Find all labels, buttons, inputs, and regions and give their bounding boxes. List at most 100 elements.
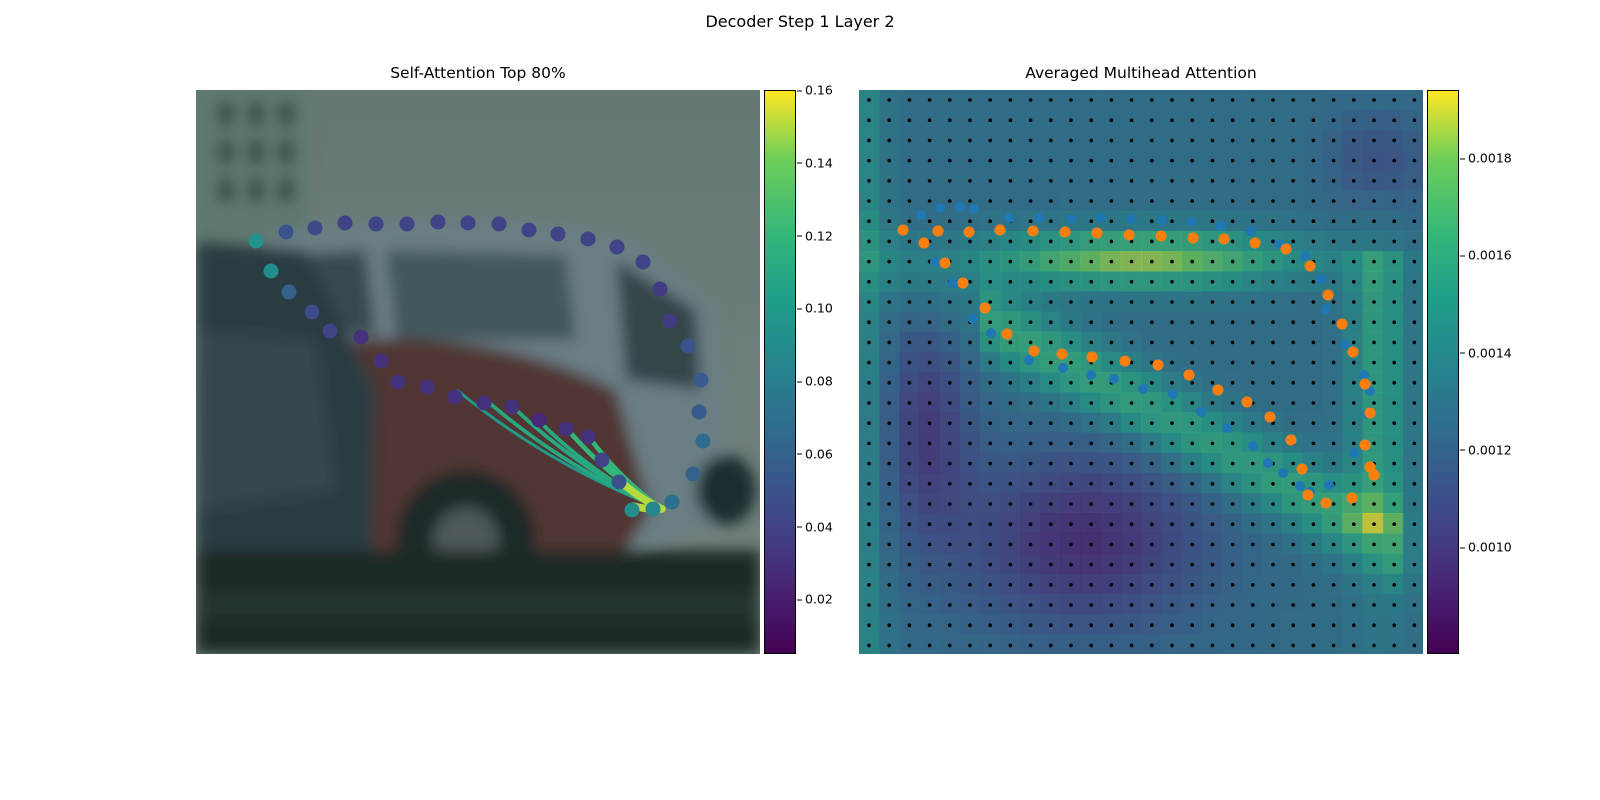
grid-dot [1230, 320, 1235, 324]
grid-dot [1089, 502, 1093, 506]
grid-dot [1049, 562, 1053, 567]
grid-dot [1291, 603, 1295, 607]
grid-dot [1372, 583, 1376, 587]
grid-dot [1089, 441, 1093, 446]
grid-dot [1008, 441, 1013, 446]
blue-point [955, 202, 965, 212]
grid-dot [1008, 340, 1013, 345]
blue-point [1034, 213, 1044, 223]
grid-dot [867, 401, 871, 405]
grid-dot [948, 603, 952, 607]
grid-dot [968, 562, 972, 567]
grid-dot [988, 461, 992, 466]
grid-dot [1412, 401, 1417, 405]
grid-dot [887, 199, 891, 203]
grid-dot [1109, 522, 1114, 526]
grid-dot [1251, 623, 1255, 627]
grid-dot [1150, 179, 1154, 183]
grid-dot [948, 219, 952, 223]
grid-dot [1170, 522, 1174, 526]
query-point [491, 216, 507, 232]
orange-point [1320, 497, 1332, 509]
grid-dot [1412, 259, 1417, 264]
grid-dot [968, 461, 972, 466]
grid-dot [1352, 461, 1356, 466]
grid-dot [1230, 461, 1235, 466]
blue-point [968, 314, 978, 324]
grid-dot [927, 441, 932, 446]
grid-dot [1271, 381, 1275, 385]
grid-dot [887, 421, 891, 426]
orange-point [1364, 407, 1376, 419]
grid-dot [867, 502, 871, 506]
grid-dot [1028, 179, 1033, 183]
grid-dot [1089, 98, 1093, 102]
grid-dot [1008, 461, 1013, 466]
grid-dot [968, 340, 972, 345]
grid-dot [887, 401, 891, 405]
grid-dot [1210, 158, 1215, 163]
grid-dot [1331, 239, 1336, 244]
grid-dot [887, 118, 891, 122]
grid-dot [867, 300, 871, 304]
grid-dot [887, 158, 891, 163]
grid-dot [907, 623, 912, 627]
grid-dot [1230, 179, 1235, 183]
orange-point [1183, 369, 1195, 381]
grid-dot [927, 421, 932, 426]
grid-dot [1150, 562, 1154, 567]
grid-dot [887, 360, 891, 365]
grid-dot [1372, 320, 1376, 324]
grid-dot [1392, 421, 1396, 426]
grid-dot [948, 461, 952, 466]
grid-dot [1049, 441, 1053, 446]
grid-dot [1230, 118, 1235, 122]
orange-point [1368, 469, 1380, 481]
grid-dot [1008, 179, 1013, 183]
grid-dot [1412, 583, 1417, 587]
grid-dot [1392, 542, 1396, 547]
grid-dot [1251, 583, 1255, 587]
grid-dot [1109, 239, 1114, 244]
grid-dot [1049, 138, 1053, 143]
colorbar-tick-label: 0.0012 [1460, 442, 1512, 458]
grid-dot [1331, 441, 1336, 446]
grid-dot [1028, 603, 1033, 607]
query-point [609, 239, 625, 255]
grid-dot [1210, 381, 1215, 385]
grid-dot [927, 583, 932, 587]
query-point [399, 216, 415, 232]
grid-dot [927, 562, 932, 567]
grid-dot [1372, 300, 1376, 304]
blue-point [1316, 274, 1326, 284]
grid-dot [1150, 320, 1154, 324]
grid-dot [1271, 340, 1275, 345]
grid-dot [968, 239, 972, 244]
grid-dot [1109, 259, 1114, 264]
grid-dot [1170, 300, 1174, 304]
blue-point [930, 257, 940, 267]
grid-dot [1210, 320, 1215, 324]
grid-dot [1089, 643, 1093, 648]
grid-dot [1069, 643, 1073, 648]
blue-point [1216, 221, 1226, 231]
grid-dot [968, 118, 972, 122]
grid-dot [968, 98, 972, 102]
grid-dot [867, 603, 871, 607]
grid-dot [1150, 239, 1154, 244]
blue-point [1295, 481, 1305, 491]
grid-dot [1089, 320, 1093, 324]
grid-dot [1109, 623, 1114, 627]
heatmap-cell [1402, 613, 1423, 635]
grid-dot [1190, 280, 1194, 284]
grid-dot [907, 179, 912, 183]
grid-dot [1190, 502, 1194, 506]
grid-dot [988, 179, 992, 183]
grid-dot [1069, 280, 1073, 284]
grid-dot [1311, 401, 1316, 405]
grid-dot [1028, 199, 1033, 203]
grid-dot [1412, 138, 1417, 143]
grid-dot [1049, 421, 1053, 426]
grid-dot [1008, 522, 1013, 526]
grid-dot [867, 179, 871, 183]
